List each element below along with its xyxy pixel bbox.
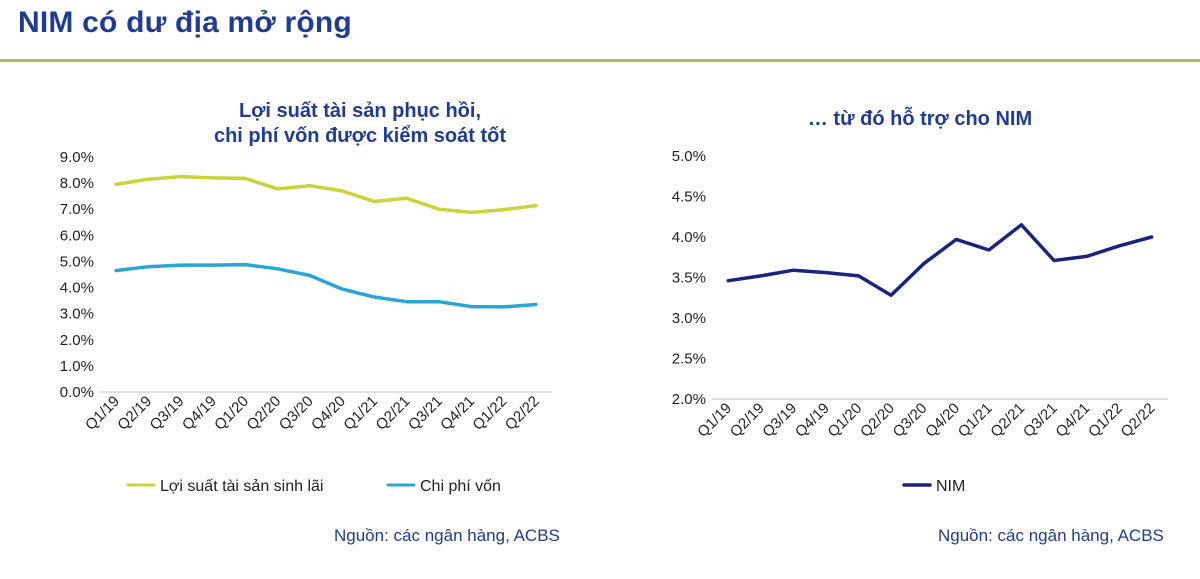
chart-1-legend-label-2: Chi phí vốn	[420, 478, 501, 495]
chart-1-series-2-line	[114, 262, 538, 309]
chart-2-x-tick-label: Q1/21	[955, 400, 996, 441]
chart-2-y-tick-label: 4.5%	[672, 189, 706, 206]
chart-2-x-tick-label: Q3/20	[890, 400, 931, 441]
chart-2-y-tick-label: 5.0%	[672, 148, 706, 165]
chart-1-title-line-2: chi phí vốn được kiểm soát tốt	[213, 125, 507, 147]
chart-1-y-tick-label: 5.0%	[60, 253, 94, 270]
chart-1-x-tick-label: Q2/19	[114, 393, 155, 434]
chart-1-y-tick-label: 1.0%	[60, 358, 94, 375]
chart-2-y-tick-label: 2.0%	[672, 391, 706, 408]
chart-1-series-1-line	[114, 174, 538, 215]
chart-1-x-tick-label: Q2/21	[373, 393, 414, 434]
page-title: NIM có dư địa mở rộng	[18, 6, 352, 39]
chart-1-title-line-1: Lợi suất tài sản phục hồi,	[238, 100, 482, 122]
chart-2-x-tick-label: Q1/22	[1085, 400, 1126, 441]
chart-2-x-tick-label: Q1/20	[824, 400, 865, 441]
chart-1-y-tick-label: 0.0%	[60, 384, 94, 401]
chart-1-y-tick-label: 7.0%	[60, 201, 94, 218]
chart-2-x-tick-label: Q4/21	[1052, 400, 1093, 441]
chart-2-x-tick-label: Q4/19	[792, 400, 833, 441]
chart-1-x-tick-label: Q4/21	[437, 393, 478, 434]
chart-1-legend-label-1: Lợi suất tài sản sinh lãi	[160, 478, 323, 495]
chart-2-x-tick-label: Q2/22	[1118, 400, 1159, 441]
chart-1-y-tick-label: 4.0%	[60, 280, 94, 297]
chart-1-x-tick-label: Q3/21	[405, 393, 446, 434]
chart-2-title-line-1: … từ đó hỗ trợ cho NIM	[807, 108, 1033, 130]
chart-2-x-tick-label: Q2/19	[727, 400, 768, 441]
chart-2-y-tick-label: 4.0%	[672, 229, 706, 246]
chart-2-y-tick-label: 2.5%	[672, 351, 706, 368]
chart-1: 0.0% 1.0% 2.0% 3.0% 4.0% 5.0% 6.0% 7.0% 8.0% 9.0%…	[60, 149, 552, 495]
title-divider	[0, 59, 1200, 62]
chart-2-legend-label-1: NIM	[936, 478, 965, 495]
chart-1-y-tick-label: 3.0%	[60, 306, 94, 323]
chart-2-x-tick-label: Q4/20	[922, 400, 963, 441]
chart-2: 2.0%2.5%3.0%3.5%4.0%4.5%5.0%Q1/19Q2/19Q3…	[672, 148, 1168, 495]
chart-1-y-tick-label: 2.0%	[60, 332, 94, 349]
chart-1-x-tick-label: Q4/20	[308, 393, 349, 434]
chart-1-x-tick-label: Q3/20	[276, 393, 317, 434]
chart-1-x-tick-label: Q1/20	[211, 393, 252, 434]
chart-1-y-tick-label: 6.0%	[60, 227, 94, 244]
chart-2-x-tick-label: Q3/19	[759, 400, 800, 441]
chart-2-x-tick-label: Q2/20	[857, 400, 898, 441]
chart-2-source: Nguồn: các ngân hàng, ACBS	[938, 526, 1164, 545]
chart-1-x-tick-label: Q1/22	[469, 393, 510, 434]
chart-1-x-tick-label: Q3/19	[147, 393, 188, 434]
chart-1-x-tick-label: Q1/21	[340, 393, 381, 434]
chart-1-x-tick-label: Q2/20	[243, 393, 284, 434]
chart-1-x-tick-label: Q4/19	[179, 393, 220, 434]
chart-2-title: … từ đó hỗ trợ cho NIM	[700, 107, 1140, 132]
chart-2-y-tick-label: 3.0%	[672, 310, 706, 327]
chart-2-x-tick-label: Q2/21	[987, 400, 1028, 441]
chart-1-x-tick-label: Q2/22	[502, 393, 543, 434]
chart-2-series-1-line	[726, 223, 1154, 298]
chart-1-y-tick-label: 9.0%	[60, 149, 94, 166]
chart-1-y-tick-label: 8.0%	[60, 175, 94, 192]
chart-2-x-tick-label: Q3/21	[1020, 400, 1061, 441]
chart-1-source: Nguồn: các ngân hàng, ACBS	[334, 526, 560, 545]
chart-1-title: Lợi suất tài sản phục hồi, chi phí vốn đ…	[125, 99, 595, 149]
chart-2-y-tick-label: 3.5%	[672, 270, 706, 287]
